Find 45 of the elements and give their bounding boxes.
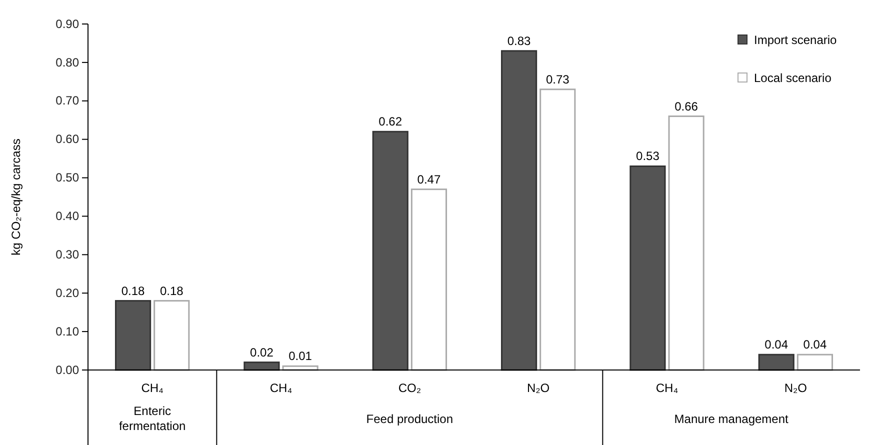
data-label: 0.01 <box>288 349 312 364</box>
data-label: 0.04 <box>803 338 827 352</box>
bar <box>540 88 576 371</box>
data-label: 0.66 <box>674 99 698 114</box>
data-label: 0.53 <box>636 149 660 164</box>
bar <box>758 354 794 371</box>
y-tick-label: 0.90 <box>56 16 80 31</box>
y-tick-label: 0.40 <box>56 209 80 224</box>
data-label: 0.47 <box>417 172 441 186</box>
data-label: 0.18 <box>121 284 146 298</box>
bar <box>154 300 190 371</box>
data-label: 0.83 <box>507 34 532 48</box>
bar <box>244 362 280 371</box>
x-tick-label: CH₄ <box>656 381 678 395</box>
data-label: 0.04 <box>764 338 788 352</box>
y-tick-label: 0.70 <box>56 94 80 108</box>
y-tick-label: 0.60 <box>56 132 80 146</box>
data-label: 0.18 <box>160 284 184 298</box>
bar <box>630 165 666 371</box>
x-tick-label: CH₄ <box>270 381 292 395</box>
bar <box>668 116 704 371</box>
x-tick-label: N₂O <box>784 381 808 395</box>
legend-label: Import scenario <box>754 33 838 47</box>
y-tick-label: 0.20 <box>56 286 80 300</box>
bar <box>372 130 408 371</box>
x-tick-label: N₂O <box>526 381 550 395</box>
bar <box>114 300 152 371</box>
y-tick-label: 0.50 <box>56 170 80 185</box>
x-tick-label: CH₄ <box>141 381 164 395</box>
text: Feed production <box>366 412 454 426</box>
text: Enteric fermentation <box>118 404 186 433</box>
x-tick-label: CO₂ <box>398 381 422 395</box>
bar <box>500 50 538 371</box>
y-tick-label: 0.30 <box>56 248 80 262</box>
data-label: 0.73 <box>546 72 570 86</box>
y-tick-label: 0.10 <box>56 324 80 338</box>
legend-label: Local scenario <box>754 71 832 85</box>
y-axis-title: kg CO₂-eq/kg carcass <box>9 138 23 256</box>
text: Manure management <box>674 412 790 426</box>
bar <box>796 354 834 371</box>
y-tick-label: 0.00 <box>56 362 80 377</box>
data-label: 0.02 <box>250 345 274 360</box>
data-label: 0.62 <box>378 114 402 129</box>
bar <box>410 188 448 371</box>
y-tick-label: 0.80 <box>56 55 80 70</box>
